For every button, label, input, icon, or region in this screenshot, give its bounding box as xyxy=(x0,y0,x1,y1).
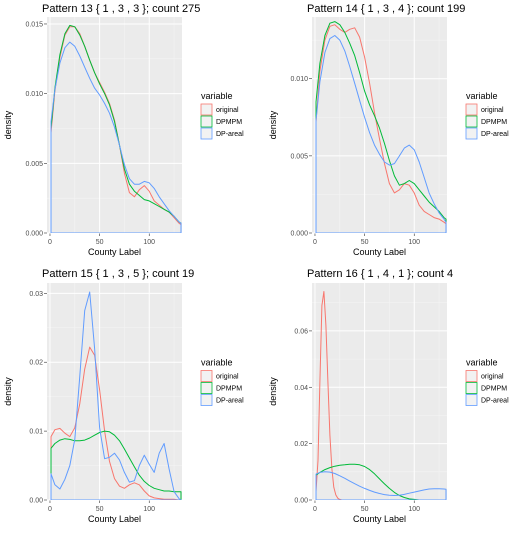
legend-key-dp-areal xyxy=(465,127,478,140)
y-tick-label: 0.015 xyxy=(25,21,43,28)
legend: variable original DPMPM DP-areal xyxy=(200,358,244,406)
legend-key-dpmpm xyxy=(465,382,478,394)
legend-key-original xyxy=(465,103,478,116)
plot-background xyxy=(312,283,447,500)
y-tick-label: 0.010 xyxy=(290,76,308,83)
y-axis-label: density xyxy=(3,377,13,406)
y-axis-label: density xyxy=(268,110,278,139)
legend-key-original xyxy=(200,103,213,116)
legend-title: variable xyxy=(466,91,498,101)
y-axis-label: density xyxy=(268,377,278,406)
legend: variable original DPMPM DP-areal xyxy=(465,91,509,140)
x-tick-label: 0 xyxy=(48,239,52,246)
plot-background xyxy=(312,17,447,233)
y-tick-label: 0.01 xyxy=(29,429,43,436)
plot-background xyxy=(47,283,182,500)
y-tick-label: 0.005 xyxy=(25,161,43,168)
chart-title: Pattern 14 { 1 , 3 , 4 }; count 199 xyxy=(307,3,465,15)
x-tick-label: 50 xyxy=(361,239,369,246)
x-tick-label: 0 xyxy=(313,239,317,246)
series-line-dp-areal xyxy=(315,35,447,233)
legend-label: original xyxy=(481,107,504,114)
legend-title: variable xyxy=(201,91,233,101)
legend: variable original DPMPM DP-areal xyxy=(465,358,509,406)
chart-title: Pattern 15 { 1 , 3 , 5 }; count 19 xyxy=(42,268,194,280)
legend-key-dpmpm xyxy=(200,115,213,128)
y-tick-label: 0.00 xyxy=(294,498,308,505)
y-tick-label: 0.005 xyxy=(290,153,308,160)
y-tick-label: 0.03 xyxy=(29,291,43,298)
x-tick-label: 100 xyxy=(408,506,420,513)
legend-title: variable xyxy=(201,358,233,368)
legend-label: DP-areal xyxy=(216,131,244,138)
y-tick-label: 0.02 xyxy=(29,360,43,367)
y-tick-label: 0.010 xyxy=(25,91,43,98)
x-axis-label: County Label xyxy=(353,514,406,524)
legend-key-dp-areal xyxy=(200,394,213,406)
series-line-dp-areal xyxy=(50,291,182,500)
legend-label: DP-areal xyxy=(216,398,244,405)
series-line-dp-areal xyxy=(50,41,182,233)
x-tick-label: 100 xyxy=(408,239,420,246)
legend-label: DPMPM xyxy=(216,119,242,126)
series-line-original xyxy=(315,291,343,500)
series-line-original xyxy=(315,24,447,233)
y-tick-label: 0.06 xyxy=(294,328,308,335)
legend-label: DP-areal xyxy=(481,131,509,138)
chart-title: Pattern 13 { 1 , 3 , 3 }; count 275 xyxy=(42,3,200,15)
x-tick-label: 100 xyxy=(143,239,155,246)
legend: variable original DPMPM DP-areal xyxy=(200,91,244,140)
x-tick-label: 0 xyxy=(48,506,52,513)
legend-key-original xyxy=(200,370,213,382)
chart-title: Pattern 16 { 1 , 4 , 1 }; count 4 xyxy=(307,268,453,280)
series-line-original xyxy=(50,346,182,500)
legend-key-dpmpm xyxy=(465,115,478,128)
legend-label: original xyxy=(216,107,239,114)
legend-key-original xyxy=(465,370,478,382)
x-axis-label: County Label xyxy=(88,514,141,524)
legend-key-dpmpm xyxy=(200,382,213,394)
chart-panel-3: Pattern 15 { 1 , 3 , 5 }; count 19 0 50 100… xyxy=(3,268,244,524)
x-axis-label: County Label xyxy=(353,247,406,257)
series-group xyxy=(315,291,447,500)
series-line-dpmpm xyxy=(50,430,182,500)
y-tick-label: 0.04 xyxy=(294,385,308,392)
x-tick-label: 100 xyxy=(143,506,155,513)
y-tick-label: 0.02 xyxy=(294,441,308,448)
x-tick-label: 50 xyxy=(96,239,104,246)
x-tick-label: 50 xyxy=(96,506,104,513)
y-tick-label: 0.000 xyxy=(25,231,43,238)
y-tick-label: 0.00 xyxy=(29,498,43,505)
chart-panel-1: Pattern 13 { 1 , 3 , 3 }; count 275 0 50 10… xyxy=(3,3,244,257)
series-group xyxy=(50,24,182,233)
chart-panel-4: Pattern 16 { 1 , 4 , 1 }; count 4 0 50 100 0… xyxy=(268,268,509,524)
series-group xyxy=(315,21,447,233)
series-line-dpmpm xyxy=(315,463,420,500)
y-tick-label: 0.000 xyxy=(290,231,308,238)
legend-key-dp-areal xyxy=(465,394,478,406)
legend-label: DPMPM xyxy=(481,119,507,126)
legend-label: DPMPM xyxy=(481,386,507,393)
chart-panel-2: Pattern 14 { 1 , 3 , 4 }; count 199 0 50 10… xyxy=(268,3,509,257)
x-tick-label: 0 xyxy=(313,506,317,513)
legend-label: original xyxy=(481,374,504,381)
series-line-dp-areal xyxy=(315,471,447,500)
legend-title: variable xyxy=(466,358,498,368)
legend-key-dp-areal xyxy=(200,127,213,140)
legend-label: DP-areal xyxy=(481,398,509,405)
x-tick-label: 50 xyxy=(361,506,369,513)
x-axis-label: County Label xyxy=(88,247,141,257)
legend-label: DPMPM xyxy=(216,386,242,393)
series-group xyxy=(50,291,182,500)
legend-label: original xyxy=(216,374,239,381)
series-line-dpmpm xyxy=(315,21,447,233)
y-axis-label: density xyxy=(3,110,13,139)
